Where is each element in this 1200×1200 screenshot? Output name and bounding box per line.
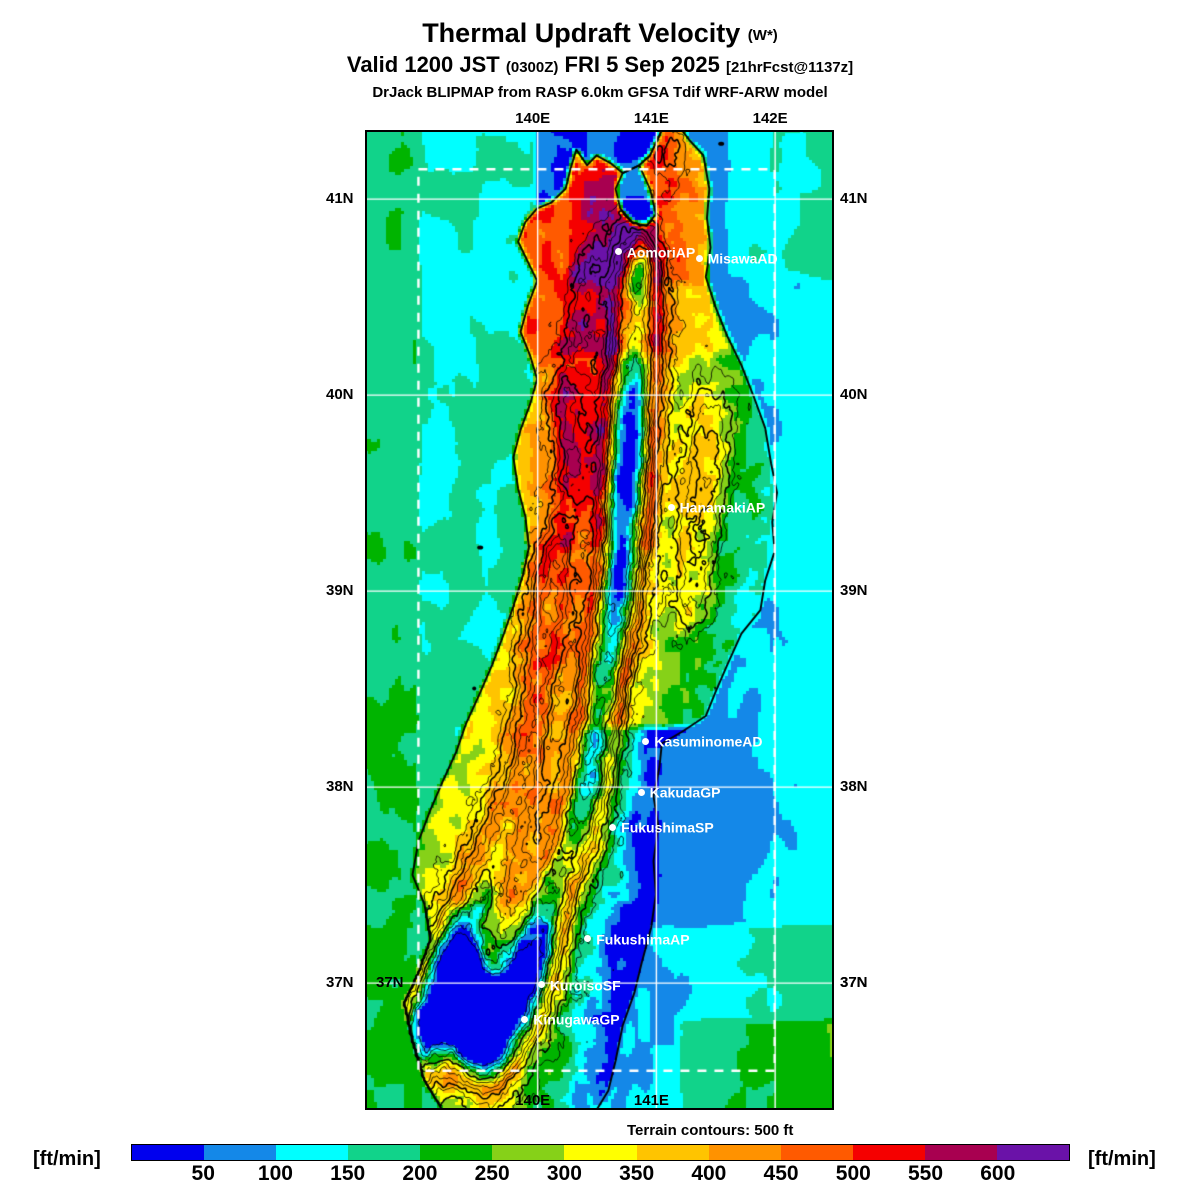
valid-date: FRI 5 Sep 2025 (564, 52, 720, 77)
station-label: FukushimaSP (621, 819, 714, 836)
colorbar-band (348, 1145, 421, 1160)
station-marker[interactable]: KuroisoSF (537, 976, 621, 993)
title-parameter-text: (W*) (747, 27, 778, 44)
colorbar-band (564, 1145, 637, 1160)
station-marker[interactable]: FukushimaSP (609, 819, 714, 834)
station-dot-icon (584, 935, 592, 943)
station-dot-icon (614, 248, 622, 256)
colorbar-tick: 100 (257, 1162, 293, 1185)
colorbar-band (996, 1145, 1070, 1160)
station-marker[interactable]: FukushimaAP (584, 930, 690, 947)
station-label: HanamakiAP (679, 499, 766, 516)
lon-tick-top-141E: 141E (633, 110, 669, 127)
colorbar-band (132, 1145, 205, 1160)
station-marker[interactable]: KakudaGP (637, 784, 721, 800)
station-label: AomoriAP (626, 243, 696, 260)
colorbar-tick: 400 (691, 1162, 727, 1185)
lat-tick-right-37N: 37N (840, 973, 868, 991)
lat-tick-left-41N: 41N (326, 189, 354, 207)
station-label: KasuminomeAD (654, 733, 763, 750)
valid-time-line: Valid 1200 JST (0300Z) FRI 5 Sep 2025 [2… (0, 51, 1200, 82)
colorbar-band (780, 1145, 853, 1160)
station-dot-icon (667, 504, 675, 512)
lat-tick-right-41N: 41N (840, 189, 868, 207)
colorbar-tick: 350 (619, 1162, 655, 1185)
station-marker[interactable]: KasuminomeAD (642, 733, 763, 750)
lat-tick-left-37N: 37N (326, 973, 354, 991)
lat-tick-right-38N: 38N (840, 777, 868, 795)
terrain-contour-note: Terrain contours: 500 ft (627, 1122, 794, 1139)
colorbar-band (276, 1145, 349, 1160)
title-block: Thermal Updraft Velocity (W*) Valid 1200… (0, 18, 1200, 104)
lon-tick-top-142E: 142E (752, 110, 788, 127)
station-label: KakudaGP (649, 784, 721, 800)
colorbar-tick: 550 (908, 1162, 944, 1185)
page-title: Thermal Updraft Velocity (W*) (0, 18, 1200, 51)
valid-time-local: Valid 1200 JST (346, 52, 500, 77)
colorbar-band (204, 1145, 277, 1160)
colorbar-tick: 450 (763, 1162, 799, 1185)
colorbar-tick-labels: 50 100 150 200 250 300 350 400 450 500 550 600 (131, 1162, 1070, 1188)
station-dot-icon (521, 1015, 529, 1023)
colorbar-band (492, 1145, 565, 1160)
colorbar-tick: 150 (330, 1162, 366, 1185)
station-dot-icon (537, 981, 545, 989)
colorbar-band (852, 1145, 925, 1160)
lon-tick-bottom-141E: 141E (633, 1092, 669, 1109)
colorbar-tick: 500 (835, 1162, 871, 1185)
colorbar-tick: 50 (191, 1162, 215, 1185)
station-marker[interactable]: HanamakiAP (667, 499, 766, 516)
colorbar-tick: 250 (474, 1162, 510, 1185)
colorbar-unit-left: [ft/min] (33, 1148, 101, 1170)
colorbar-band (924, 1145, 997, 1160)
lat-tick-left-39N: 39N (326, 581, 354, 599)
lat-tick-left-38N: 38N (326, 777, 354, 795)
lat-tick-right-39N: 39N (840, 581, 868, 599)
colorbar-unit-right: [ft/min] (1088, 1148, 1156, 1170)
station-label: KinugawaGP (533, 1011, 620, 1028)
title-main-text: Thermal Updraft Velocity (422, 18, 741, 48)
colorbar-tick: 200 (402, 1162, 438, 1185)
colorbar[interactable] (131, 1144, 1070, 1161)
station-dot-icon (609, 823, 617, 831)
forecast-map[interactable]: AomoriAP MisawaAD HanamakiAP KasuminomeAD Ka… (365, 130, 834, 1110)
station-marker[interactable]: MisawaAD (695, 250, 778, 267)
lat-tick-right-40N: 40N (840, 385, 868, 403)
forecast-hour-badge: [21hrFcst@1137z] (725, 59, 854, 76)
station-marker[interactable]: KinugawaGP (521, 1011, 620, 1028)
colorbar-tick: 600 (980, 1162, 1016, 1185)
colorbar-band (420, 1145, 493, 1160)
lat-tick-left-40N: 40N (326, 385, 354, 403)
colorbar-band (708, 1145, 781, 1160)
valid-time-utc: (0300Z) (505, 59, 559, 76)
lon-tick-top-140E: 140E (515, 110, 551, 127)
colorbar-band (636, 1145, 709, 1160)
model-source-line: DrJack BLIPMAP from RASP 6.0km GFSA Tdif… (372, 84, 828, 101)
station-label: FukushimaAP (596, 930, 690, 947)
station-marker[interactable]: AomoriAP (614, 243, 696, 260)
station-dot-icon (637, 788, 645, 796)
lat-tick-left-37N: 37N (376, 973, 404, 991)
map-raster (365, 130, 834, 1110)
colorbar-tick: 300 (546, 1162, 582, 1185)
station-dot-icon (695, 255, 703, 263)
station-label: MisawaAD (707, 250, 778, 267)
lat-tick-right-37N: 37N (840, 973, 868, 991)
lon-tick-bottom-140E: 140E (515, 1092, 551, 1109)
station-label: KuroisoSF (549, 976, 621, 993)
station-dot-icon (642, 737, 650, 745)
